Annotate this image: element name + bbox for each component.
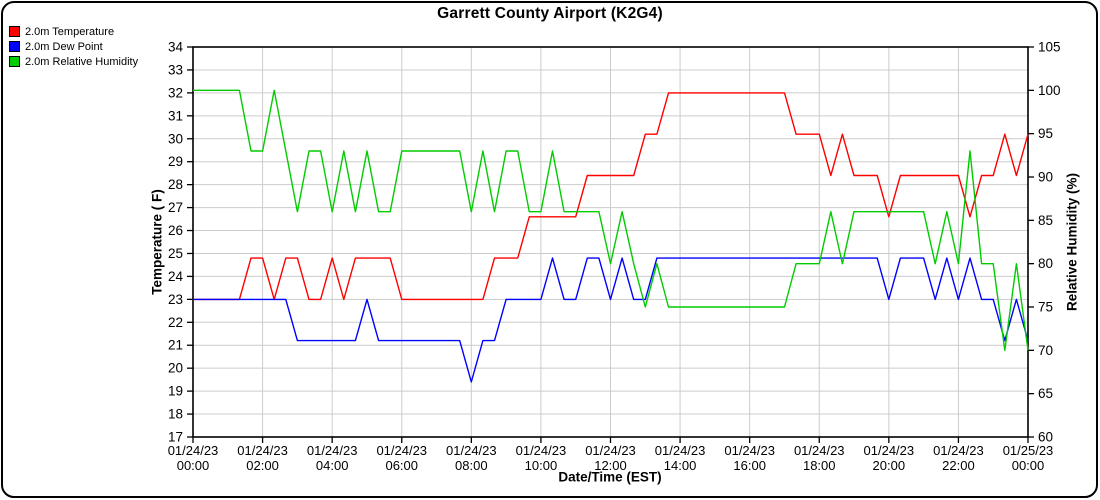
x-tick-date-label: 01/24/23 xyxy=(168,443,219,458)
x-tick-time-label: 00:00 xyxy=(177,458,210,473)
dew-point-swatch-icon xyxy=(9,41,20,52)
x-tick-date-label: 01/25/23 xyxy=(1003,443,1054,458)
x-tick-time-label: 02:00 xyxy=(246,458,279,473)
right-tick-label: 85 xyxy=(1038,213,1053,228)
x-tick-date-label: 01/24/23 xyxy=(516,443,567,458)
legend-label-temperature: 2.0m Temperature xyxy=(25,25,115,38)
left-tick-label: 33 xyxy=(168,62,183,77)
x-tick-time-label: 10:00 xyxy=(525,458,558,473)
right-tick-label: 70 xyxy=(1038,343,1053,358)
x-tick-date-label: 01/24/23 xyxy=(724,443,775,458)
temperature-swatch-icon xyxy=(9,26,20,37)
right-tick-label: 80 xyxy=(1038,256,1053,271)
right-tick-label: 100 xyxy=(1038,83,1061,98)
right-tick-label: 60 xyxy=(1038,430,1053,445)
left-tick-label: 29 xyxy=(168,154,183,169)
left-tick-label: 23 xyxy=(168,292,183,307)
x-tick-time-label: 12:00 xyxy=(594,458,627,473)
left-tick-label: 24 xyxy=(168,269,184,284)
x-axis-title: Date/Time (EST) xyxy=(558,469,662,485)
x-tick-time-label: 20:00 xyxy=(873,458,906,473)
left-tick-label: 34 xyxy=(168,40,184,55)
left-tick-label: 30 xyxy=(168,131,183,146)
legend: 2.0m Temperature 2.0m Dew Point 2.0m Rel… xyxy=(9,24,138,69)
left-tick-label: 21 xyxy=(168,338,183,353)
right-tick-label: 65 xyxy=(1038,386,1053,401)
x-tick-time-label: 18:00 xyxy=(803,458,836,473)
x-tick-date-label: 01/24/23 xyxy=(864,443,915,458)
plot-border xyxy=(192,46,1029,438)
chart-title: Garrett County Airport (K2G4) xyxy=(437,5,663,22)
x-tick-date-label: 01/24/23 xyxy=(655,443,706,458)
relative-humidity-swatch-icon xyxy=(9,56,20,67)
2-0m-dew-point-line xyxy=(193,257,1029,383)
right-tick-label: 90 xyxy=(1038,170,1053,185)
legend-label-dew-point: 2.0m Dew Point xyxy=(25,40,103,53)
left-tick-label: 32 xyxy=(168,85,183,100)
left-tick-label: 26 xyxy=(168,223,183,238)
x-tick-time-label: 14:00 xyxy=(664,458,697,473)
left-tick-label: 19 xyxy=(168,384,183,399)
x-tick-time-label: 04:00 xyxy=(316,458,349,473)
left-tick-label: 27 xyxy=(168,200,183,215)
x-tick-date-label: 01/24/23 xyxy=(794,443,845,458)
x-tick-time-label: 00:00 xyxy=(1012,458,1045,473)
x-tick-date-label: 01/24/23 xyxy=(307,443,358,458)
x-tick-date-label: 01/24/23 xyxy=(237,443,288,458)
left-tick-label: 28 xyxy=(168,177,183,192)
right-tick-label: 95 xyxy=(1038,126,1053,141)
left-tick-label: 20 xyxy=(168,361,183,376)
legend-item-temperature: 2.0m Temperature xyxy=(9,24,138,39)
right-tick-label: 75 xyxy=(1038,300,1053,315)
legend-label-relative-humidity: 2.0m Relative Humidity xyxy=(25,55,139,68)
left-tick-label: 18 xyxy=(168,407,183,422)
left-tick-label: 25 xyxy=(168,246,183,261)
x-tick-time-label: 16:00 xyxy=(733,458,766,473)
right-tick-label: 105 xyxy=(1038,40,1061,55)
left-tick-label: 31 xyxy=(168,108,183,123)
legend-item-dew-point: 2.0m Dew Point xyxy=(9,39,138,54)
x-tick-date-label: 01/24/23 xyxy=(933,443,984,458)
x-tick-date-label: 01/24/23 xyxy=(376,443,427,458)
x-tick-date-label: 01/24/23 xyxy=(585,443,636,458)
2-0m-relative-humidity-line xyxy=(193,89,1029,351)
left-tick-label: 17 xyxy=(168,430,183,445)
left-tick-label: 22 xyxy=(168,315,183,330)
legend-item-relative-humidity: 2.0m Relative Humidity xyxy=(9,54,138,69)
x-tick-date-label: 01/24/23 xyxy=(446,443,497,458)
x-tick-time-label: 08:00 xyxy=(455,458,488,473)
x-tick-time-label: 22:00 xyxy=(942,458,975,473)
2-0m-temperature-line xyxy=(193,92,1029,301)
x-tick-time-label: 06:00 xyxy=(385,458,418,473)
